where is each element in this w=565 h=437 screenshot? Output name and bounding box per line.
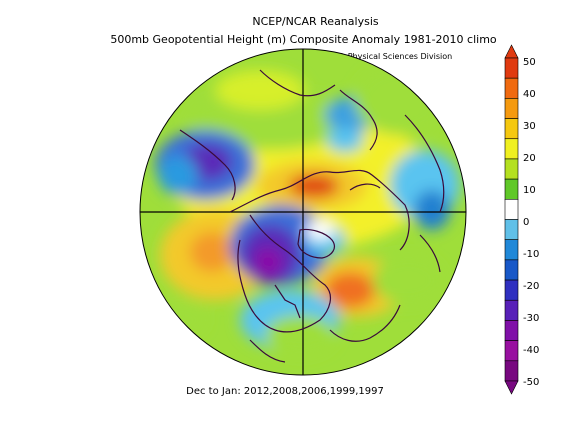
colorbar-swatch [504, 279, 519, 301]
colorbar-tick-label: -20 [523, 281, 539, 292]
colorbar-top-arrow [504, 44, 519, 59]
map-title: NCEP/NCAR Reanalysis [252, 15, 379, 28]
colorbar-bottom-arrow [504, 380, 519, 395]
colorbar-swatch [504, 77, 519, 99]
colorbar-swatch [504, 259, 519, 281]
map-subtitle: 500mb Geopotential Height (m) Composite … [110, 33, 497, 46]
colorbar-swatch [504, 57, 519, 79]
credit-label: NOAA/ESRL Physical Sciences Division [299, 52, 453, 61]
colorbar-tick-label: 10 [523, 185, 536, 196]
colorbar-swatch [504, 199, 519, 220]
colorbar-tick-label: -10 [523, 249, 539, 260]
composite-years: Dec to Jan: 2012,2008,2006,1999,1997 [186, 386, 384, 397]
colorbar-tick-label: 40 [523, 89, 536, 100]
colorbar-swatch [504, 118, 519, 140]
colorbar-swatch [504, 158, 519, 180]
colorbar-tick-label: 20 [523, 153, 536, 164]
colorbar-swatch [504, 360, 519, 382]
colorbar-tick-label: -40 [523, 345, 539, 356]
colorbar-swatch [504, 320, 519, 341]
colorbar-swatch [504, 239, 519, 261]
colorbar-tick-label: -50 [523, 377, 539, 388]
colorbar-swatch [504, 340, 519, 362]
coastlines [179, 69, 445, 363]
colorbar-tick-label: 50 [523, 57, 536, 68]
colorbar-swatch [504, 299, 519, 321]
colorbar-swatch [504, 178, 519, 200]
colorbar-tick-label: 30 [523, 121, 536, 132]
colorbar-swatch [504, 138, 519, 160]
colorbar-swatch [504, 219, 519, 240]
colorbar-tick-label: 0 [523, 217, 529, 228]
colorbar-swatch [504, 98, 519, 119]
colorbar-tick-label: -30 [523, 313, 539, 324]
